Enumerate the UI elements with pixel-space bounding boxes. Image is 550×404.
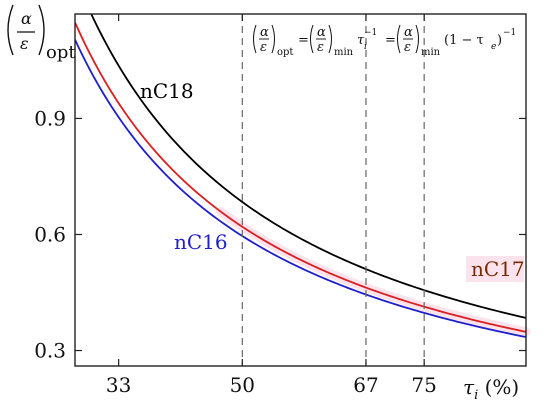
- series-line-nC17: [75, 22, 526, 333]
- svg-text:min: min: [334, 47, 354, 58]
- y-tick-labels: 0.3 0.6 0.9: [34, 106, 66, 362]
- svg-text:−1: −1: [364, 28, 377, 38]
- equation-annotation: α ε opt = α ε min τ i −1 = α ε min (1 − …: [253, 24, 516, 58]
- x-tick-label-67: 67: [353, 373, 378, 397]
- x-tick-label-33: 33: [106, 373, 131, 397]
- svg-text:α: α: [317, 25, 326, 40]
- svg-text:ε: ε: [404, 40, 411, 55]
- svg-text:i: i: [364, 42, 367, 52]
- svg-text:α: α: [404, 25, 413, 40]
- svg-text:e: e: [491, 42, 496, 52]
- label-highlight-nC17: [466, 256, 524, 282]
- svg-text:ε: ε: [260, 40, 267, 55]
- svg-text:min: min: [421, 47, 441, 58]
- plot-frame: [74, 13, 527, 367]
- svg-text:ε: ε: [317, 40, 324, 55]
- series-line-nC16: [75, 39, 526, 338]
- svg-text:τ: τ: [357, 33, 365, 48]
- svg-text:): ): [497, 33, 502, 48]
- y-axis-label: α ε opt: [7, 4, 76, 63]
- x-tick-label-50: 50: [230, 373, 255, 397]
- svg-text:=: =: [298, 33, 309, 48]
- dashed-lines-group: [241, 14, 425, 366]
- y-label-denominator: ε: [20, 34, 29, 53]
- x-axis-label: τi (%): [463, 375, 519, 403]
- x-tick-label-75: 75: [411, 373, 436, 397]
- curves-group: [75, 14, 526, 338]
- svg-text:=: =: [385, 33, 396, 48]
- svg-text:−1: −1: [503, 28, 516, 38]
- y-tick-label-0: 0.3: [34, 339, 66, 363]
- series-label-nC17: nC17: [471, 257, 525, 281]
- y-tick-label-1: 0.6: [34, 222, 66, 246]
- x-tick-labels: 33 50 67 75: [106, 373, 437, 397]
- svg-text:opt: opt: [277, 47, 293, 58]
- svg-text:α: α: [260, 25, 269, 40]
- series-line-nC18: [90, 14, 526, 319]
- series-label-nC16: nC16: [174, 230, 228, 254]
- series-label-nC18: nC18: [140, 79, 194, 103]
- y-tick-label-2: 0.9: [34, 106, 66, 130]
- ticks-group: [75, 14, 526, 366]
- svg-text:(1 − τ: (1 − τ: [444, 33, 484, 48]
- y-label-numerator: α: [21, 9, 32, 28]
- y-label-subscript: opt: [46, 42, 76, 63]
